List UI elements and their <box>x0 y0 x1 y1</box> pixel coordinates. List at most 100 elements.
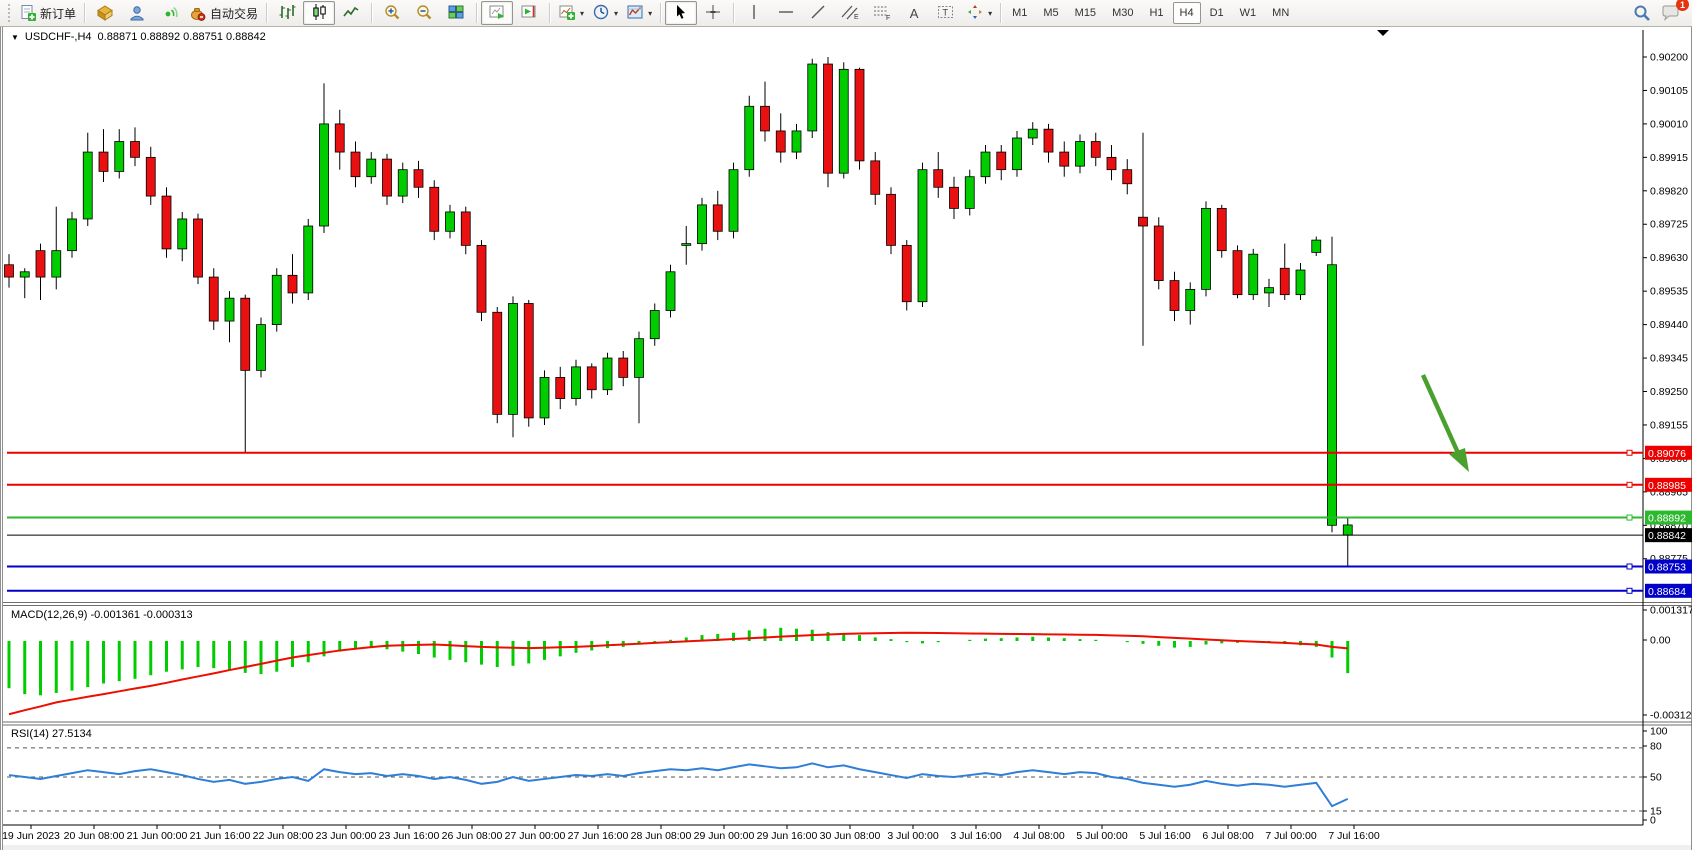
timeframe-button-M1[interactable]: M1 <box>1012 7 1028 19</box>
chart-shift-button[interactable] <box>513 1 545 25</box>
svg-text:0.89345: 0.89345 <box>1650 353 1688 365</box>
timeframe-button-M30[interactable]: M30 <box>1112 7 1134 19</box>
svg-text:T: T <box>943 7 949 17</box>
timeframe-button-M15[interactable]: M15 <box>1074 7 1097 19</box>
svg-text:29 Jun 00:00: 29 Jun 00:00 <box>694 830 755 842</box>
chart-window: 0.90200 0.90105 0.90010 0.89915 0.89820 0.897… <box>0 27 1692 850</box>
level-handle <box>1626 514 1633 521</box>
svg-text:0.89820: 0.89820 <box>1650 185 1688 197</box>
arrows-dropdown-caret[interactable]: ▾ <box>988 8 993 18</box>
periods-button[interactable]: ▾ <box>588 1 622 25</box>
svg-text:21 Jun 00:00: 21 Jun 00:00 <box>127 830 188 842</box>
price-level-lines[interactable]: 0.89076 0.88985 0.88892 0.88842 0.88753 0.886… <box>7 445 1692 598</box>
text-label-tool-button[interactable]: T <box>930 1 962 25</box>
vertical-line-icon <box>745 3 763 24</box>
search-icon[interactable] <box>1632 3 1652 23</box>
svg-text:0.89155: 0.89155 <box>1650 419 1688 431</box>
new-order-button[interactable]: 新订单 <box>15 1 80 25</box>
fibonacci-tool-button[interactable]: F <box>866 1 898 25</box>
notifications-icon[interactable]: 1 <box>1660 0 1689 23</box>
macd-pane: 0.001317 0.00 -0.003128 <box>7 605 1692 722</box>
svg-text:0.90105: 0.90105 <box>1650 85 1688 97</box>
timeframe-button-M5[interactable]: M5 <box>1043 7 1059 19</box>
auto-trading-button[interactable]: 自动交易 <box>185 1 262 25</box>
market-watch-button[interactable] <box>89 1 121 25</box>
svg-text:4 Jul 08:00: 4 Jul 08:00 <box>1013 830 1065 842</box>
toolbar-separator <box>660 3 662 23</box>
new-order-icon <box>19 4 37 22</box>
equidistant-channel-icon: E <box>840 3 860 24</box>
tile-windows-icon <box>447 3 465 24</box>
svg-text:-0.003128: -0.003128 <box>1650 710 1692 722</box>
toolbar-separator <box>733 3 735 23</box>
svg-text:0.89725: 0.89725 <box>1650 219 1688 231</box>
svg-text:50: 50 <box>1650 772 1662 784</box>
indicators-button[interactable]: ▾ <box>554 1 588 25</box>
annotation-arrow[interactable] <box>1420 374 1469 472</box>
svg-text:0: 0 <box>1650 815 1656 827</box>
templates-dropdown-caret[interactable]: ▾ <box>648 8 653 18</box>
zoom-out-icon <box>415 3 433 24</box>
chart-symbol-label: USDCHF-,H4 <box>24 31 92 43</box>
zoom-out-button[interactable] <box>408 1 440 25</box>
new-order-label: 新订单 <box>40 6 77 21</box>
fibonacci-icon: F <box>872 3 892 24</box>
accounts-button[interactable] <box>121 1 153 25</box>
notification-badge: 1 <box>1676 0 1689 11</box>
chart-collapse-icon[interactable]: ▼ <box>11 32 19 42</box>
crosshair-tool-button[interactable] <box>697 1 729 25</box>
svg-text:19 Jun 2023: 19 Jun 2023 <box>3 830 60 842</box>
auto-scroll-button[interactable] <box>481 1 514 25</box>
timeframe-button-W1[interactable]: W1 <box>1239 7 1257 19</box>
svg-text:0.89915: 0.89915 <box>1650 152 1688 164</box>
crosshair-icon <box>704 3 722 24</box>
toolbar-separator <box>371 3 373 23</box>
svg-text:27 Jun 16:00: 27 Jun 16:00 <box>568 830 629 842</box>
templates-button[interactable]: ▾ <box>622 1 656 25</box>
zoom-in-button[interactable] <box>376 1 408 25</box>
svg-text:23 Jun 00:00: 23 Jun 00:00 <box>316 830 377 842</box>
text-tool-button[interactable]: A <box>898 1 930 25</box>
channel-sub-label: E <box>854 14 859 21</box>
indicators-dropdown-caret[interactable]: ▾ <box>580 8 585 18</box>
ohlc-bars-icon <box>278 3 296 24</box>
auto-trading-icon <box>189 4 207 22</box>
svg-text:3 Jul 16:00: 3 Jul 16:00 <box>950 830 1002 842</box>
channel-tool-button[interactable]: E <box>834 1 866 25</box>
toolbar-separator <box>1000 3 1002 23</box>
svg-text:6 Jul 08:00: 6 Jul 08:00 <box>1202 830 1254 842</box>
level-handle <box>1626 481 1633 488</box>
arrows-tool-button[interactable]: ▾ <box>962 1 996 25</box>
gold-chart-icon <box>96 4 114 22</box>
toolbar-grip[interactable] <box>7 3 12 23</box>
horizontal-line-tool-button[interactable] <box>770 1 802 25</box>
trendline-tool-button[interactable] <box>802 1 834 25</box>
price-axis-ticks: 0.90200 0.90105 0.90010 0.89915 0.89820 0.897… <box>1643 52 1688 565</box>
candlestick-mode-button[interactable] <box>303 1 336 25</box>
periods-dropdown-caret[interactable]: ▾ <box>614 8 619 18</box>
zoom-in-icon <box>383 3 401 24</box>
status-strip <box>3 845 1691 850</box>
timeframe-toolbar: M1 M5 M15 M30 H1 H4 D1 W1 MN <box>1005 2 1296 24</box>
tile-windows-button[interactable] <box>440 1 472 25</box>
cursor-tool-button[interactable] <box>665 1 698 25</box>
timeframe-button-D1[interactable]: D1 <box>1209 7 1224 19</box>
chart-canvas[interactable]: 0.90200 0.90105 0.90010 0.89915 0.89820 0.897… <box>3 27 1692 850</box>
template-icon <box>626 3 644 24</box>
signals-button[interactable] <box>153 1 185 25</box>
timeframe-button-MN[interactable]: MN <box>1272 7 1290 19</box>
timeframe-button-H4[interactable]: H4 <box>1172 2 1201 24</box>
vertical-line-tool-button[interactable] <box>738 1 770 25</box>
svg-text:21 Jun 16:00: 21 Jun 16:00 <box>190 830 251 842</box>
arrows-icon <box>966 3 984 24</box>
svg-text:0.89076: 0.89076 <box>1648 448 1686 460</box>
svg-text:22 Jun 08:00: 22 Jun 08:00 <box>253 830 314 842</box>
bar-chart-mode-button[interactable] <box>271 1 303 25</box>
line-chart-mode-button[interactable] <box>335 1 367 25</box>
chart-shift-marker <box>1377 30 1389 36</box>
svg-text:0.90010: 0.90010 <box>1650 118 1688 130</box>
macd-values: -0.001361 -0.000313 <box>90 609 193 621</box>
timeframe-button-H1[interactable]: H1 <box>1149 7 1164 19</box>
svg-text:100: 100 <box>1650 726 1668 738</box>
svg-text:26 Jun 08:00: 26 Jun 08:00 <box>442 830 503 842</box>
